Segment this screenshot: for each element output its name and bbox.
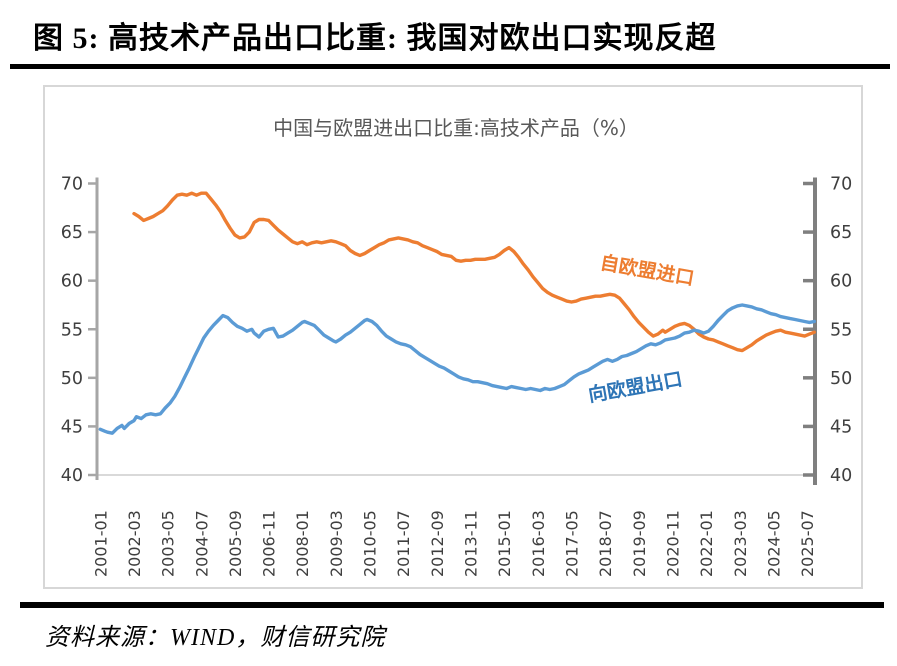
x-tick-label: 2006-11 bbox=[260, 510, 279, 577]
x-tick-label: 2023-03 bbox=[731, 510, 750, 577]
series-label-imports-from-eu: 自欧盟进口 bbox=[598, 251, 696, 290]
series-label-exports-to-eu: 向欧盟出口 bbox=[586, 367, 684, 406]
x-tick-label: 2005-09 bbox=[226, 510, 245, 577]
x-tick-label: 2016-03 bbox=[529, 510, 548, 577]
x-tick-label: 2002-03 bbox=[125, 510, 144, 577]
x-tick-label: 2008-01 bbox=[293, 510, 312, 577]
right-y-tick-label: 55 bbox=[830, 320, 852, 340]
right-y-tick-label: 70 bbox=[830, 175, 852, 195]
left-y-tick-label: 40 bbox=[61, 466, 83, 486]
chart-svg: 中国与欧盟进出口比重:高技术产品（%） 70 70 65 65 60 60 55 55 50 50 4… bbox=[61, 116, 853, 577]
chart-panel: 中国与欧盟进出口比重:高技术产品（%） 70 70 65 65 60 60 55 55 50 50 4… bbox=[43, 85, 863, 589]
x-tick-label: 2001-01 bbox=[91, 510, 110, 577]
left-y-tick-label: 55 bbox=[61, 320, 83, 340]
chart-title: 中国与欧盟进出口比重:高技术产品（%） bbox=[273, 116, 639, 140]
right-y-tick-label: 50 bbox=[830, 369, 852, 389]
x-tick-label: 2020-11 bbox=[663, 510, 682, 577]
x-tick-label: 2010-05 bbox=[361, 510, 380, 577]
x-tick-label: 2013-11 bbox=[462, 510, 481, 577]
page-title: 图 5: 高技术产品出口比重: 我国对欧出口实现反超 bbox=[33, 22, 717, 55]
x-tick-label: 2004-07 bbox=[192, 510, 211, 577]
x-tick-label: 2009-03 bbox=[327, 510, 346, 577]
footer-rule bbox=[20, 602, 884, 608]
right-y-tick-label: 60 bbox=[830, 272, 852, 292]
left-y-tick-label: 70 bbox=[61, 175, 83, 195]
x-tick-label: 2018-07 bbox=[596, 510, 615, 577]
left-y-tick-label: 50 bbox=[61, 369, 83, 389]
source-line: 资料来源：WIND，财信研究院 bbox=[45, 625, 386, 651]
x-tick-label: 2025-07 bbox=[798, 510, 817, 577]
left-y-tick-label: 65 bbox=[61, 223, 83, 243]
x-tick-label: 2019-09 bbox=[630, 510, 649, 577]
x-tick-label: 2024-05 bbox=[764, 510, 783, 577]
line-imports-from-eu bbox=[132, 191, 816, 353]
title-underline-rule bbox=[10, 64, 890, 69]
x-tick-label: 2012-09 bbox=[428, 510, 447, 577]
left-y-tick-label: 45 bbox=[61, 417, 83, 437]
x-tick-label: 2003-05 bbox=[159, 510, 178, 577]
right-y-tick-label: 45 bbox=[830, 417, 852, 437]
x-tick-label: 2022-01 bbox=[697, 510, 716, 577]
x-tick-label: 2011-07 bbox=[394, 510, 413, 577]
x-tick-label: 2017-05 bbox=[562, 510, 581, 577]
left-y-tick-label: 60 bbox=[61, 272, 83, 292]
right-y-tick-label: 40 bbox=[830, 466, 852, 486]
line-exports-to-eu bbox=[98, 303, 816, 435]
x-tick-label: 2015-01 bbox=[495, 510, 514, 577]
right-y-tick-label: 65 bbox=[830, 223, 852, 243]
